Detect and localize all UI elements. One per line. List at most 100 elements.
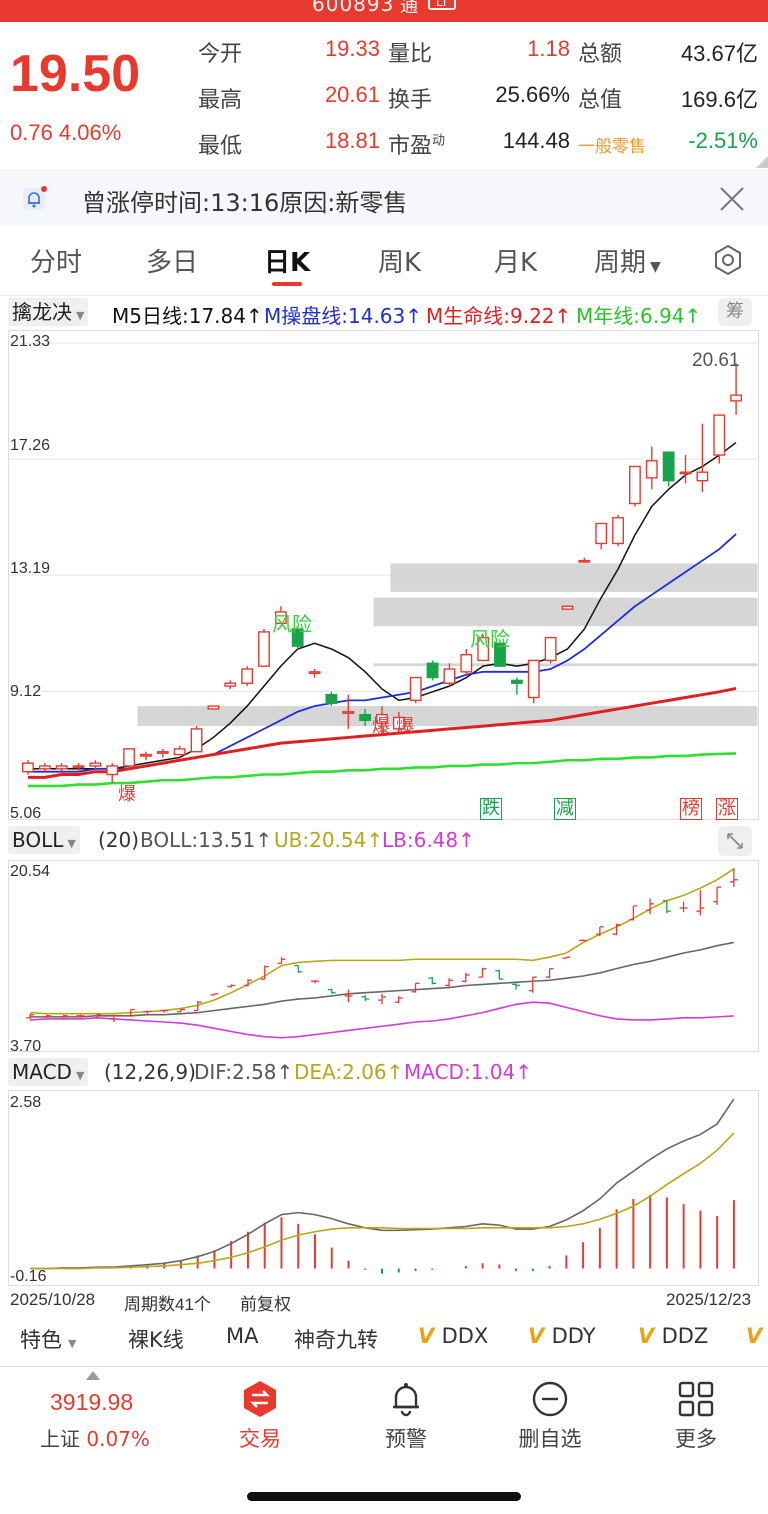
market-cap-label: 总值 <box>578 88 623 113</box>
tab-daily-k[interactable]: 日K <box>264 248 311 278</box>
chip-distribution-button[interactable]: 筹 <box>718 298 752 326</box>
risk-label-2: 风险 <box>470 627 510 651</box>
settings-hex-icon[interactable] <box>712 244 744 276</box>
vip-v-icon: V <box>418 1324 442 1348</box>
candle-body <box>342 711 355 714</box>
close-icon[interactable] <box>718 185 746 213</box>
notice-text: 曾涨停时间:13:16原因:新零售 <box>82 189 408 217</box>
tab-multi-day[interactable]: 多日 <box>146 248 199 278</box>
expand-icon[interactable] <box>718 826 752 856</box>
limit-up-notice[interactable]: 曾涨停时间:13:16原因:新零售 <box>0 170 768 226</box>
notice-bell-icon <box>23 186 47 210</box>
adjust-mode: 前复权 <box>240 1295 291 1314</box>
period-count: 周期数41个 <box>124 1295 211 1314</box>
amount-label: 总额 <box>578 42 623 67</box>
pe-value: 144.48 <box>502 128 570 153</box>
legend-m-operate: M操盘线:14.63↑ <box>264 304 423 328</box>
indicator-more-v[interactable]: V <box>746 1324 762 1348</box>
boll-chart[interactable] <box>8 860 759 1052</box>
macd-selector[interactable]: MACD ▼ <box>8 1058 89 1086</box>
risk-label-1: 风险 <box>272 612 312 636</box>
amount-value: 43.67亿 <box>680 41 758 66</box>
volume-ratio-value: 1.18 <box>527 36 570 61</box>
vip-v-icon: V <box>746 1324 763 1348</box>
macd-dea-legend: DEA:2.06↑ <box>294 1060 404 1084</box>
candle-body <box>291 628 304 647</box>
macd-y-top: 2.58 <box>10 1094 42 1111</box>
candle-body <box>679 471 692 475</box>
more-grid-icon[interactable] <box>676 1379 716 1419</box>
y-tick-4: 9.12 <box>10 683 42 700</box>
signal-bang: 榜 <box>680 798 702 820</box>
indicator-toolbar: 特色 ▼ 裸K线 MA 神奇九转 V DDX V DDY V DDZ V <box>0 1318 768 1358</box>
alert-bell-icon[interactable] <box>386 1379 426 1419</box>
candle-body <box>224 682 237 687</box>
index-up-arrow-icon <box>86 1371 100 1380</box>
candle-body <box>274 611 287 625</box>
corner-triangle-icon <box>756 156 768 168</box>
active-tab-indicator <box>272 282 302 286</box>
candle-body <box>460 654 473 673</box>
vip-v-icon: V <box>528 1324 552 1348</box>
candle-body <box>544 636 557 662</box>
macd-chart[interactable] <box>8 1090 759 1286</box>
open-value: 19.33 <box>324 36 380 61</box>
boll-selector[interactable]: BOLL ▼ <box>8 826 80 854</box>
index-pct: 0.07% <box>86 1427 150 1451</box>
candle-body <box>494 642 506 667</box>
indicator-special[interactable]: 特色 ▼ <box>20 1328 77 1352</box>
nav-alert[interactable]: 预警 <box>385 1427 427 1451</box>
bottom-nav: 3919.98 上证 0.07% 交易 预警 删自选 更多 <box>0 1366 768 1514</box>
indicator-ddz[interactable]: V DDZ <box>638 1324 709 1348</box>
nav-trade[interactable]: 交易 <box>239 1427 281 1451</box>
sector-label[interactable]: 一般零售 <box>578 137 646 157</box>
candle-body <box>527 659 540 699</box>
tab-weekly-k[interactable]: 周K <box>378 248 422 278</box>
candle-body <box>510 679 523 684</box>
candle-body <box>645 460 658 479</box>
ma-line-m5 <box>27 441 737 770</box>
tab-monthly-k[interactable]: 月K <box>494 248 538 278</box>
indicator-magic-nine[interactable]: 神奇九转 <box>294 1328 378 1352</box>
caret-down-icon: ▼ <box>75 1069 85 1082</box>
tong-badge: 通 <box>400 0 418 17</box>
candle-body <box>376 713 388 724</box>
index-label[interactable]: 上证 0.07% <box>40 1427 150 1451</box>
indicator-ddx[interactable]: V DDX <box>418 1324 489 1348</box>
pe-dynamic-mark: 动 <box>432 133 446 149</box>
low-value: 18.81 <box>324 128 380 153</box>
kline-chart[interactable] <box>8 330 759 820</box>
bao-label-3: 爆 <box>396 716 414 737</box>
indicator-naked-k[interactable]: 裸K线 <box>128 1328 184 1352</box>
indicator-ma[interactable]: MA <box>226 1324 259 1348</box>
main-indicator-selector[interactable]: 擒龙决 ▼ <box>8 298 89 326</box>
candle-body <box>38 765 51 770</box>
trade-icon[interactable] <box>240 1379 280 1419</box>
signal-jian: 减 <box>554 798 576 820</box>
y-tick-bottom: 5.06 <box>10 805 42 822</box>
candle-body <box>89 762 102 767</box>
tab-minute[interactable]: 分时 <box>30 248 83 278</box>
nav-more[interactable]: 更多 <box>675 1427 717 1451</box>
tab-period[interactable]: 周期 ▼ <box>594 248 661 278</box>
indicator-ddy[interactable]: V DDY <box>528 1324 596 1348</box>
bao-label-1: 爆 <box>118 784 136 805</box>
candle-body <box>561 605 574 610</box>
macd-dif-legend: DIF:2.58↑ <box>194 1060 294 1084</box>
candle-body <box>308 671 321 675</box>
candle-body <box>173 748 186 756</box>
caret-down-icon: ▼ <box>67 837 76 850</box>
candle-body <box>696 471 709 482</box>
remove-favorite-icon[interactable] <box>530 1379 570 1419</box>
index-value[interactable]: 3919.98 <box>50 1389 134 1415</box>
legend-m-year: M年线:6.94↑ <box>576 304 702 328</box>
candle-body <box>713 414 726 456</box>
candle-body <box>628 465 641 505</box>
support-zone <box>390 563 758 592</box>
boll-lb-legend: LB:6.48↑ <box>382 828 475 852</box>
nav-remove-favorite[interactable]: 删自选 <box>518 1427 582 1451</box>
date-end: 2025/12/23 <box>666 1290 752 1309</box>
macd-bar-legend: MACD:1.04↑ <box>404 1060 532 1084</box>
high-price-label: 20.61 <box>692 350 740 371</box>
boll-lb-line <box>30 1001 734 1039</box>
